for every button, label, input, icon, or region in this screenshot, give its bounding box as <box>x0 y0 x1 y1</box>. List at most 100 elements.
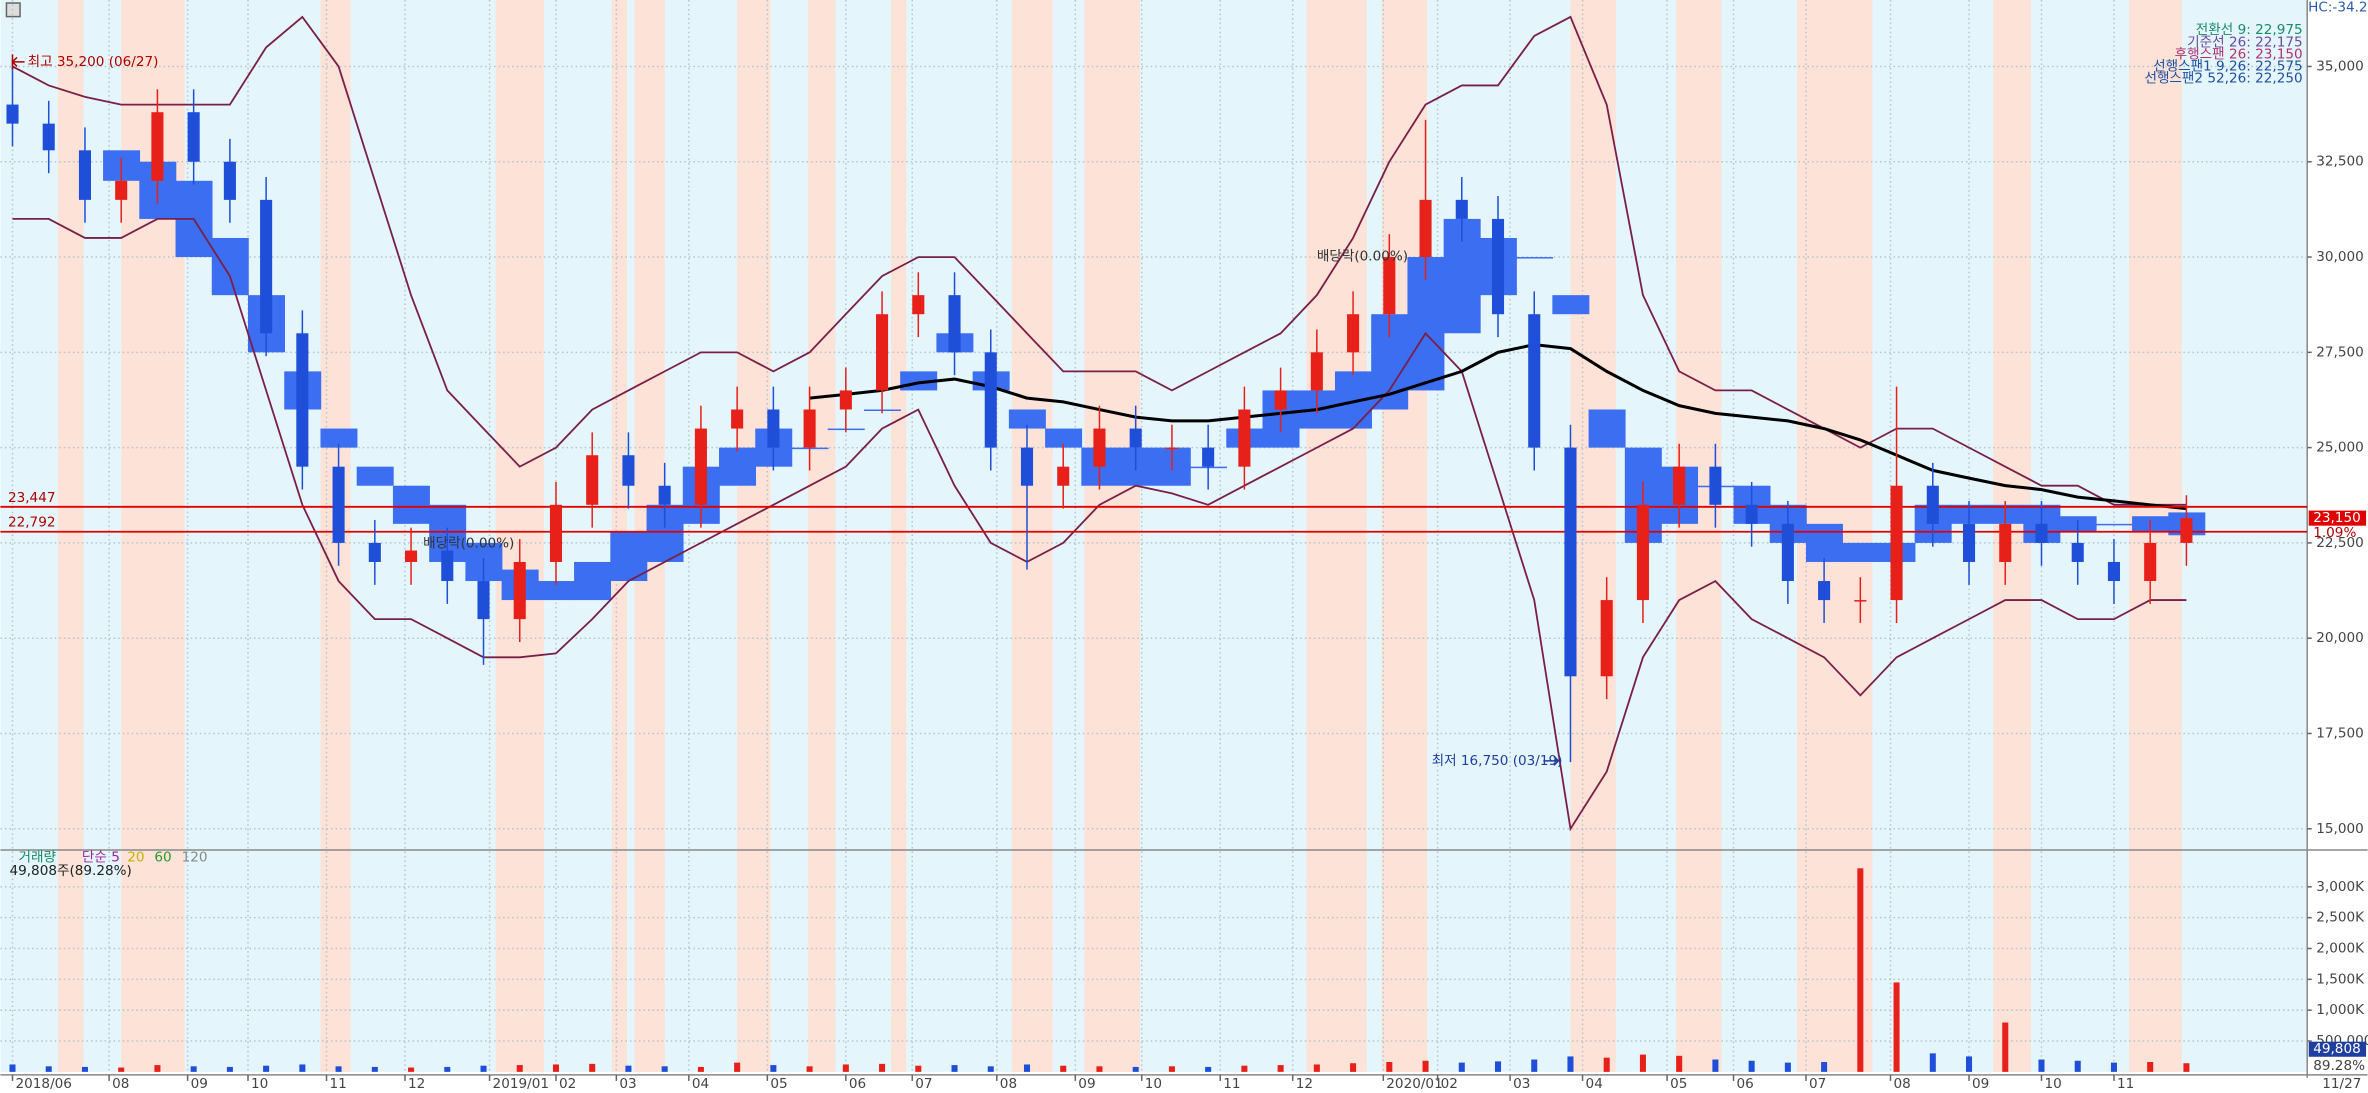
period-stripe <box>2129 0 2182 1072</box>
y-tick-label: 20,000 <box>2316 630 2364 646</box>
y-tick-label: 1,500K <box>2316 971 2365 987</box>
candle-body <box>912 295 925 315</box>
volume-bar <box>2074 1060 2081 1072</box>
overlay-line <box>809 343 2187 511</box>
volume-bar <box>1277 1065 1284 1072</box>
y-tick-label: 2,000K <box>2316 941 2365 957</box>
period-stripe <box>1084 0 1141 1072</box>
cloud-band <box>2095 523 2133 526</box>
volume-bar <box>1603 1057 1610 1072</box>
candle-body <box>1165 447 1178 450</box>
period-stripe <box>737 0 771 1072</box>
x-tick-label: 04 <box>1586 1076 1603 1092</box>
background-stripes <box>0 0 2308 1072</box>
candle-body <box>1962 523 1976 562</box>
volume-bar <box>226 1066 233 1072</box>
candle-body <box>1709 466 1722 505</box>
volume-bar <box>1205 1066 1212 1072</box>
volume-bar <box>190 1066 197 1072</box>
candle-body <box>1745 504 1758 524</box>
candle-body <box>984 352 997 448</box>
period-stripe <box>1011 0 1053 1072</box>
x-tick-label: 05 <box>770 1076 787 1092</box>
candle-body <box>368 542 381 562</box>
candle-body <box>1093 428 1106 467</box>
volume-bar <box>2002 1022 2009 1072</box>
volume-ma-label: 단순 5 <box>82 849 120 865</box>
volume-bar <box>1023 1064 1031 1072</box>
x-tick-label: 02 <box>559 1076 576 1092</box>
cloud-band <box>574 561 612 601</box>
volume-bar <box>734 1062 741 1072</box>
candle-body <box>441 550 454 582</box>
x-tick-label: 10 <box>251 1076 268 1092</box>
volume-bar <box>1929 1053 1936 1072</box>
volume-ma-label: 120 <box>182 849 208 865</box>
cloud-band <box>1805 523 1843 562</box>
x-tick-label: 02 <box>1441 1076 1458 1092</box>
volume-bar <box>1386 1061 1393 1072</box>
volume-bar <box>1712 1059 1719 1072</box>
level-label: 23,447 <box>8 490 56 506</box>
candle-body <box>1129 428 1142 448</box>
candle-body <box>42 123 55 151</box>
volume-bar <box>1132 1066 1139 1072</box>
cloud-band <box>1842 542 1880 562</box>
candle-body <box>1528 314 1541 448</box>
candle-body <box>2071 542 2084 562</box>
volume-bar <box>118 1067 125 1072</box>
candle-body <box>1564 447 1577 677</box>
volume-bar <box>516 1065 523 1072</box>
annotation-arrow <box>1543 755 1560 766</box>
x-end-label: 11/27 <box>2322 1076 2361 1092</box>
candle-body <box>1854 600 1867 602</box>
candle-body <box>1057 466 1070 486</box>
candle-body <box>477 581 490 620</box>
volume-bar <box>661 1066 668 1072</box>
annotation-arrow <box>11 54 25 70</box>
candle-body <box>1238 409 1251 467</box>
x-tick-label: 03 <box>1513 1076 1530 1092</box>
candle-body <box>1455 199 1468 219</box>
y-tick-label: 25,000 <box>2316 440 2364 456</box>
candle-body <box>6 104 19 124</box>
x-tick-label: 10 <box>1145 1076 1162 1092</box>
volume-bar <box>1676 1055 1683 1072</box>
candle-body <box>1419 199 1432 258</box>
x-tick-label: 06 <box>1737 1076 1754 1092</box>
x-tick-label: 03 <box>619 1076 636 1092</box>
legend-entry: 선행스팬2 52,26: 22,250 <box>2144 71 2302 87</box>
y-tick-label: 15,000 <box>2316 821 2364 837</box>
candle-body <box>187 112 200 162</box>
volume-bar <box>1494 1061 1502 1072</box>
x-tick-label: 11 <box>2117 1076 2134 1092</box>
x-tick-label: 06 <box>849 1076 866 1092</box>
volume-bar <box>2183 1063 2190 1072</box>
cloud-band <box>320 428 358 448</box>
candle-body <box>1600 600 1613 677</box>
x-tick-label: 2018/06 <box>16 1076 72 1092</box>
candle-body <box>513 561 526 620</box>
volume-last-label: 49,808 <box>2313 1041 2361 1057</box>
volume-bar <box>842 1064 849 1072</box>
volume-ma-label: 20 <box>127 849 144 865</box>
candle-body <box>586 455 599 505</box>
volume-bar <box>1313 1064 1320 1072</box>
price-label: 23,150 <box>2313 510 2361 526</box>
y-tick-label: 17,500 <box>2316 725 2364 741</box>
volume-bar <box>371 1066 378 1072</box>
x-tick-label: 09 <box>191 1076 208 1092</box>
volume-bar <box>1857 868 1864 1072</box>
candle-body <box>549 504 563 562</box>
cloud-band <box>1552 295 1590 315</box>
volume-bar <box>2110 1062 2117 1072</box>
cloud-band <box>1516 257 1554 259</box>
candle-body <box>622 455 635 486</box>
volume-bar <box>915 1065 922 1072</box>
annotation: 최저 16,750 (03/19) <box>1432 753 1563 769</box>
volume-bar <box>1567 1056 1574 1072</box>
volume-bar <box>1821 1061 1828 1072</box>
volume-bar <box>1966 1056 1973 1072</box>
candle-body <box>223 161 236 200</box>
volume-bar <box>1748 1060 1755 1072</box>
